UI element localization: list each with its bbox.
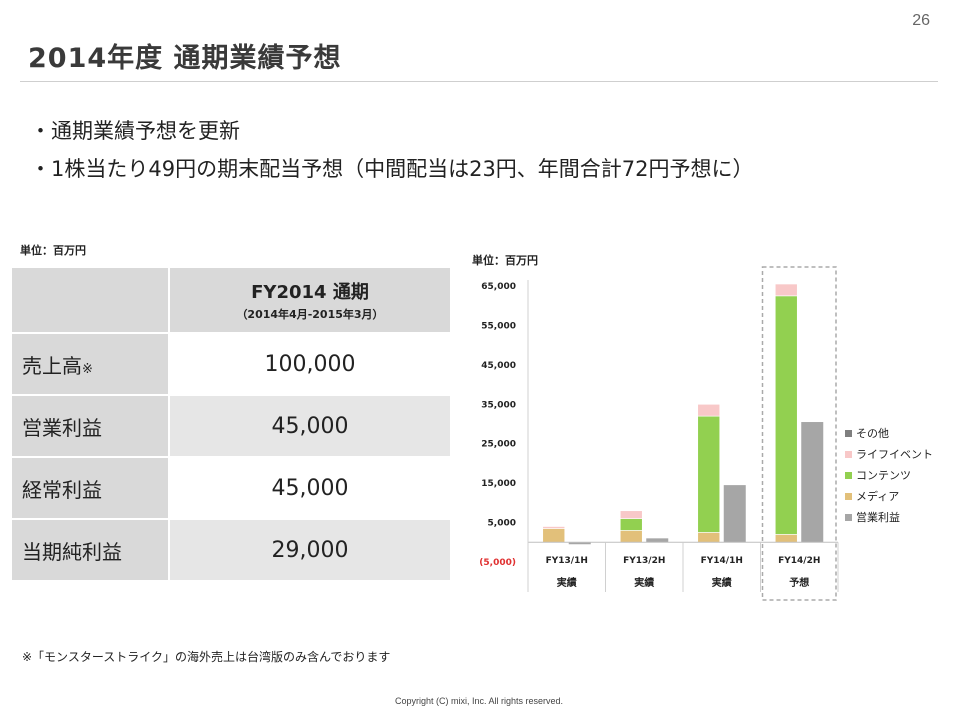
bar-segment (774, 534, 798, 543)
footnote: ※「モンスターストライク」の海外売上は台湾版のみ含んでおります (22, 650, 391, 664)
legend-swatch (845, 514, 852, 521)
y-tick-label: 15,000 (481, 479, 516, 489)
page-title: 2014年度 通期業績予想 (28, 43, 342, 74)
bar-segment (774, 295, 798, 535)
legend-swatch (845, 472, 852, 479)
x-tick-sublabel: 実績 (712, 576, 732, 589)
y-tick-label: 55,000 (481, 321, 516, 331)
bullet-list: ・通期業績予想を更新 ・1株当たり49円の期末配当予想（中間配当は23円、年間合… (30, 112, 754, 188)
bar-segment (619, 510, 643, 519)
y-tick-label: (5,000) (479, 558, 516, 568)
segment-bar-chart: 65,000 55,000 45,000 35,000 25,000 15,000 5,00… (479, 266, 933, 601)
table-header-cell: FY2014 通期 （2014年4月-2015年3月） (170, 268, 450, 332)
bar-segment (542, 526, 566, 529)
row-label-note: ※ (82, 361, 93, 377)
y-tick-label: 45,000 (481, 361, 516, 371)
table-row: 当期純利益 29,000 (12, 520, 450, 580)
table-row-value: 29,000 (170, 520, 450, 580)
bar-segment (697, 403, 721, 417)
table-row: 売上高※ 100,000 (12, 334, 450, 394)
legend-label: ライフイベント (856, 448, 933, 461)
table-row-label: 営業利益 (12, 396, 170, 456)
table-header-subtitle: （2014年4月-2015年3月） (236, 308, 384, 321)
legend-swatch (845, 430, 852, 437)
page-number: 26 (912, 12, 930, 29)
table-header-title: FY2014 通期 (251, 282, 369, 303)
copyright: Copyright (C) mixi, Inc. All rights rese… (394, 696, 564, 706)
operating-profit-bar (723, 485, 746, 543)
y-tick-label: 25,000 (481, 440, 516, 450)
bar-segment (542, 528, 566, 543)
chart-unit-label: 単位：百万円 (472, 254, 538, 267)
row-label-text: 売上高 (22, 353, 82, 378)
forecast-table: FY2014 通期 （2014年4月-2015年3月） 売上高※ 100,000… (12, 266, 450, 582)
legend-swatch (845, 493, 852, 500)
operating-profit-bar (568, 542, 591, 545)
bar-segment (697, 532, 721, 543)
forecast-highlight-box (761, 266, 837, 601)
bullet-item: ・通期業績予想を更新 (30, 119, 240, 143)
y-tick-label: 65,000 (481, 282, 516, 292)
bullet-item: ・1株当たり49円の期末配当予想（中間配当は23円、年間合計72円予想に） (30, 157, 754, 181)
table-unit-label: 単位：百万円 (20, 244, 86, 257)
y-tick-label: 5,000 (488, 519, 516, 529)
table-row-label: 売上高※ (12, 334, 170, 394)
legend-swatch (845, 451, 852, 458)
y-tick-label: 35,000 (481, 400, 516, 410)
operating-profit-bar (801, 422, 824, 543)
legend-label: メディア (856, 489, 899, 503)
table-row-value: 45,000 (170, 458, 450, 518)
legend-label: その他 (856, 427, 889, 440)
x-tick-sublabel: 実績 (557, 576, 577, 589)
legend-label: 営業利益 (856, 510, 900, 524)
operating-profit-bar (646, 538, 669, 543)
x-tick-label: FY14/2H (778, 556, 820, 566)
legend-label: コンテンツ (856, 469, 911, 482)
x-tick-label: FY13/1H (546, 556, 588, 566)
x-tick-label: FY13/2H (623, 556, 665, 566)
table-row: 経常利益 45,000 (12, 458, 450, 518)
x-tick-sublabel: 予想 (789, 576, 809, 589)
bar-segment (774, 283, 798, 297)
title-divider (20, 81, 938, 82)
bar-segment (697, 415, 721, 533)
table-row: 営業利益 45,000 (12, 396, 450, 456)
table-row-label: 当期純利益 (12, 520, 170, 580)
bar-segment (619, 530, 643, 543)
x-tick-label: FY14/1H (701, 556, 743, 566)
table-row-label: 経常利益 (12, 458, 170, 518)
table-row-value: 45,000 (170, 396, 450, 456)
x-tick-sublabel: 実績 (634, 576, 654, 589)
bar-segment (619, 518, 643, 531)
table-header-empty (12, 268, 170, 332)
table-header-row: FY2014 通期 （2014年4月-2015年3月） (12, 268, 450, 332)
table-row-value: 100,000 (170, 334, 450, 394)
